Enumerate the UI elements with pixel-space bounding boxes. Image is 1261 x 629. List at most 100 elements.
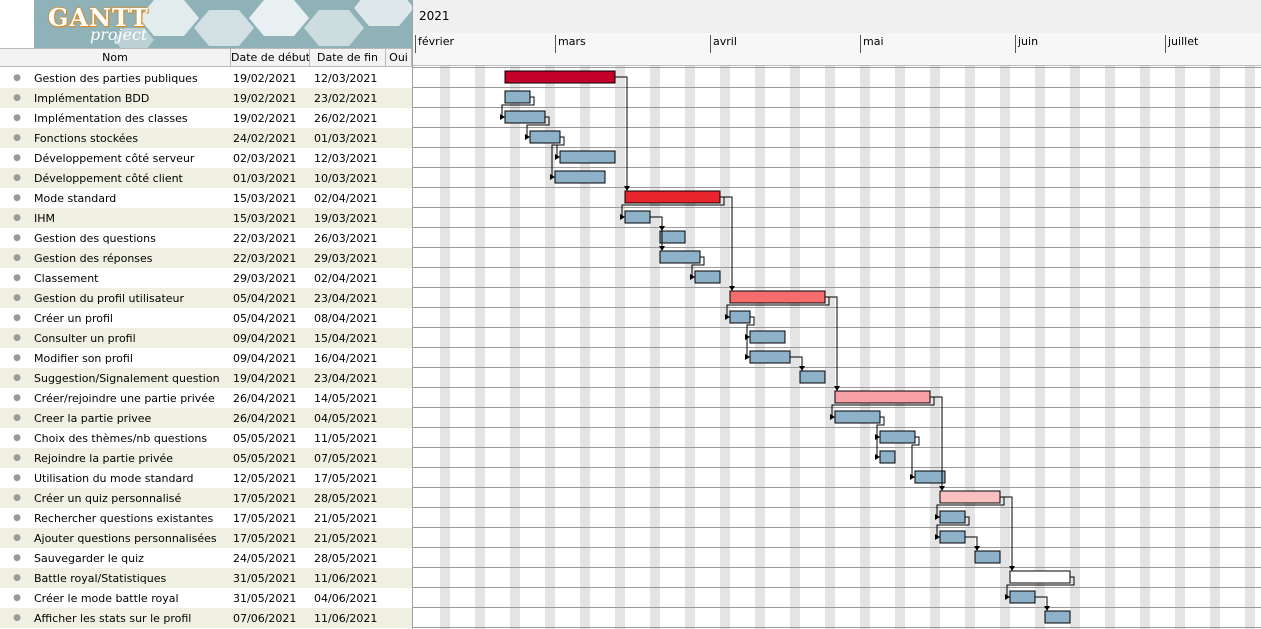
task-row[interactable]: ● Gestion du profil utilisateur 05/04/2021… (0, 288, 412, 308)
summary-task-bar[interactable] (939, 490, 1001, 504)
task-end-date[interactable]: 21/05/2021 (314, 531, 378, 545)
task-start-date[interactable]: 19/02/2021 (233, 91, 297, 105)
task-row[interactable]: ● Implémentation BDD 19/02/2021 23/02/2021 (0, 88, 412, 108)
column-header-start[interactable]: Date de début (231, 49, 310, 66)
task-bar[interactable] (659, 230, 686, 244)
task-end-date[interactable]: 23/04/2021 (314, 291, 378, 305)
task-end-date[interactable]: 17/05/2021 (314, 471, 378, 485)
task-name[interactable]: Gestion des réponses (34, 251, 153, 265)
task-end-date[interactable]: 10/03/2021 (314, 171, 378, 185)
summary-task-bar[interactable] (624, 190, 721, 204)
task-name[interactable]: Fonctions stockées (34, 131, 139, 145)
task-name[interactable]: Utilisation du mode standard (34, 471, 194, 485)
task-name[interactable]: Afficher les stats sur le profil (34, 611, 192, 625)
task-end-date[interactable]: 02/04/2021 (314, 191, 378, 205)
task-end-date[interactable]: 23/04/2021 (314, 371, 378, 385)
task-start-date[interactable]: 15/03/2021 (233, 191, 297, 205)
task-bar[interactable] (729, 310, 751, 324)
task-end-date[interactable]: 26/03/2021 (314, 231, 378, 245)
task-bar[interactable] (879, 450, 896, 464)
task-name[interactable]: Ajouter questions personnalisées (34, 531, 217, 545)
task-start-date[interactable]: 24/02/2021 (233, 131, 297, 145)
task-bar[interactable] (1009, 590, 1036, 604)
task-end-date[interactable]: 19/03/2021 (314, 211, 378, 225)
summary-task-bar[interactable] (1009, 570, 1071, 584)
task-bar[interactable] (504, 90, 531, 104)
task-row[interactable]: ● Gestion des questions 22/03/2021 26/03/20… (0, 228, 412, 248)
task-name[interactable]: Développement côté client (34, 171, 183, 185)
task-name[interactable]: IHM (34, 211, 56, 225)
task-start-date[interactable]: 22/03/2021 (233, 231, 297, 245)
task-end-date[interactable]: 11/05/2021 (314, 431, 378, 445)
task-start-date[interactable]: 26/04/2021 (233, 391, 297, 405)
task-row[interactable]: ● Gestion des parties publiques 19/02/2021… (0, 68, 412, 88)
task-start-date[interactable]: 24/05/2021 (233, 551, 297, 565)
task-bar[interactable] (694, 270, 721, 284)
task-row[interactable]: ● Rejoindre la partie privée 05/05/2021 07/… (0, 448, 412, 468)
task-bar[interactable] (529, 130, 561, 144)
task-start-date[interactable]: 12/05/2021 (233, 471, 297, 485)
task-name[interactable]: Choix des thèmes/nb questions (34, 431, 208, 445)
task-start-date[interactable]: 01/03/2021 (233, 171, 297, 185)
task-row[interactable]: ● Mode standard 15/03/2021 02/04/2021 (0, 188, 412, 208)
task-start-date[interactable]: 09/04/2021 (233, 331, 297, 345)
task-end-date[interactable]: 02/04/2021 (314, 271, 378, 285)
column-header-end[interactable]: Date de fin (310, 49, 386, 66)
task-bar[interactable] (554, 170, 606, 184)
task-row[interactable]: ● Implémentation des classes 19/02/2021 26/… (0, 108, 412, 128)
task-start-date[interactable]: 05/04/2021 (233, 311, 297, 325)
task-row[interactable]: ● Créer un quiz personnalisé 17/05/2021 28/… (0, 488, 412, 508)
task-start-date[interactable]: 15/03/2021 (233, 211, 297, 225)
task-name[interactable]: Suggestion/Signalement question (34, 371, 220, 385)
task-row[interactable]: ● Ajouter questions personnalisées 17/05/2… (0, 528, 412, 548)
task-name[interactable]: Consulter un profil (34, 331, 136, 345)
task-start-date[interactable]: 19/02/2021 (233, 111, 297, 125)
task-start-date[interactable]: 22/03/2021 (233, 251, 297, 265)
task-row[interactable]: ● Créer le mode battle royal 31/05/2021 04/… (0, 588, 412, 608)
task-name[interactable]: Implémentation des classes (34, 111, 188, 125)
task-name[interactable]: Développement côté serveur (34, 151, 195, 165)
task-bar[interactable] (834, 410, 881, 424)
task-name[interactable]: Gestion des parties publiques (34, 71, 198, 85)
task-name[interactable]: Sauvegarder le quiz (34, 551, 144, 565)
task-bar[interactable] (749, 350, 791, 364)
task-start-date[interactable]: 17/05/2021 (233, 531, 297, 545)
task-end-date[interactable]: 14/05/2021 (314, 391, 378, 405)
task-name[interactable]: Classement (34, 271, 99, 285)
summary-task-bar[interactable] (729, 290, 826, 304)
task-end-date[interactable]: 04/05/2021 (314, 411, 378, 425)
task-row[interactable]: ● IHM 15/03/2021 19/03/2021 (0, 208, 412, 228)
task-row[interactable]: ● Afficher les stats sur le profil 07/06/2… (0, 608, 412, 628)
gantt-bars-canvas[interactable] (413, 0, 1261, 629)
task-start-date[interactable]: 07/06/2021 (233, 611, 297, 625)
task-bar[interactable] (559, 150, 616, 164)
task-name[interactable]: Créer le mode battle royal (34, 591, 179, 605)
task-start-date[interactable]: 17/05/2021 (233, 491, 297, 505)
task-bar[interactable] (974, 550, 1001, 564)
task-start-date[interactable]: 05/05/2021 (233, 431, 297, 445)
task-start-date[interactable]: 19/02/2021 (233, 71, 297, 85)
task-end-date[interactable]: 29/03/2021 (314, 251, 378, 265)
task-name[interactable]: Créer un quiz personnalisé (34, 491, 182, 505)
task-start-date[interactable]: 26/04/2021 (233, 411, 297, 425)
task-start-date[interactable]: 05/05/2021 (233, 451, 297, 465)
summary-task-bar[interactable] (834, 390, 931, 404)
task-row[interactable]: ● Modifier son profil 09/04/2021 16/04/2021 (0, 348, 412, 368)
task-end-date[interactable]: 12/03/2021 (314, 151, 378, 165)
task-row[interactable]: ● Classement 29/03/2021 02/04/2021 (0, 268, 412, 288)
task-row[interactable]: ● Gestion des réponses 22/03/2021 29/03/202… (0, 248, 412, 268)
task-end-date[interactable]: 28/05/2021 (314, 491, 378, 505)
task-bar[interactable] (749, 330, 786, 344)
task-name[interactable]: Gestion du profil utilisateur (34, 291, 185, 305)
task-row[interactable]: ● Creer la partie privee 26/04/2021 04/05/2… (0, 408, 412, 428)
task-bar[interactable] (879, 430, 916, 444)
task-name[interactable]: Rejoindre la partie privée (34, 451, 174, 465)
gantt-chart[interactable]: 2021 février mars avril mai juin juillet (412, 0, 1261, 629)
task-end-date[interactable]: 04/06/2021 (314, 591, 378, 605)
task-row[interactable]: ● Développement côté serveur 02/03/2021 12/… (0, 148, 412, 168)
task-row[interactable]: ● Fonctions stockées 24/02/2021 01/03/2021 (0, 128, 412, 148)
task-row[interactable]: ● Utilisation du mode standard 12/05/2021 1… (0, 468, 412, 488)
task-end-date[interactable]: 07/05/2021 (314, 451, 378, 465)
task-end-date[interactable]: 15/04/2021 (314, 331, 378, 345)
task-row[interactable]: ● Sauvegarder le quiz 24/05/2021 28/05/2021 (0, 548, 412, 568)
